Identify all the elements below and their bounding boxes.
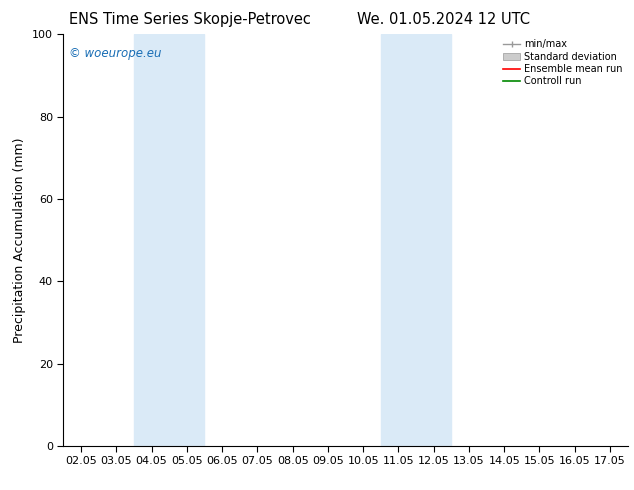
- Text: ENS Time Series Skopje-Petrovec: ENS Time Series Skopje-Petrovec: [69, 12, 311, 27]
- Bar: [381, 34, 451, 446]
- Legend: min/max, Standard deviation, Ensemble mean run, Controll run: min/max, Standard deviation, Ensemble me…: [501, 37, 624, 88]
- Text: © woeurope.eu: © woeurope.eu: [69, 47, 162, 60]
- Text: We. 01.05.2024 12 UTC: We. 01.05.2024 12 UTC: [358, 12, 530, 27]
- Y-axis label: Precipitation Accumulation (mm): Precipitation Accumulation (mm): [13, 137, 27, 343]
- Bar: [134, 34, 204, 446]
